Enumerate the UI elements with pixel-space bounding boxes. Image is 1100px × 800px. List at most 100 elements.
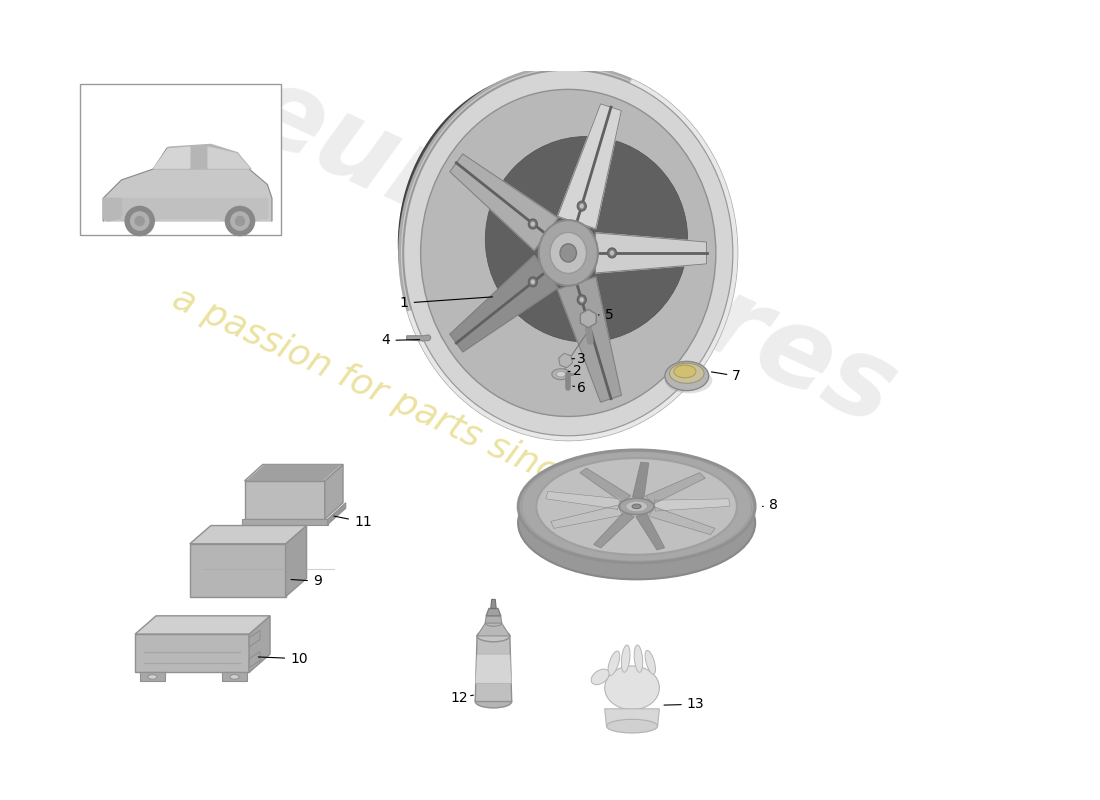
Ellipse shape [578,294,586,305]
Polygon shape [605,709,659,726]
Polygon shape [249,616,271,672]
Text: 6: 6 [573,381,586,395]
Polygon shape [450,255,558,352]
Polygon shape [208,147,249,168]
Polygon shape [153,145,251,169]
Ellipse shape [552,369,570,380]
Ellipse shape [580,297,584,302]
Text: 8: 8 [762,498,778,513]
Polygon shape [595,233,706,273]
Text: 9: 9 [292,574,322,588]
Ellipse shape [670,363,704,383]
Ellipse shape [664,362,708,390]
Ellipse shape [528,277,538,287]
Polygon shape [558,277,622,402]
Text: a passion for parts since 1985: a passion for parts since 1985 [167,281,676,542]
Polygon shape [491,599,496,609]
Polygon shape [475,636,512,702]
Ellipse shape [645,650,656,674]
Polygon shape [103,198,121,221]
Ellipse shape [606,719,658,733]
Polygon shape [407,335,430,341]
Ellipse shape [632,504,641,509]
Polygon shape [475,654,512,683]
Ellipse shape [537,458,737,554]
Ellipse shape [609,250,614,256]
Ellipse shape [399,66,737,440]
Polygon shape [594,512,634,548]
Text: 7: 7 [712,369,741,383]
Ellipse shape [485,620,502,626]
Polygon shape [324,465,343,519]
Ellipse shape [518,466,756,579]
Polygon shape [486,609,500,616]
Ellipse shape [475,695,512,708]
Polygon shape [632,462,649,498]
Text: 10: 10 [258,652,308,666]
Text: 2: 2 [569,365,582,378]
Polygon shape [135,616,271,634]
Ellipse shape [560,244,576,262]
Polygon shape [121,198,267,218]
Polygon shape [450,154,558,250]
Ellipse shape [580,203,584,209]
Text: 4: 4 [382,334,419,347]
Polygon shape [154,147,190,168]
Ellipse shape [626,501,648,512]
Polygon shape [249,630,260,647]
Circle shape [131,212,149,230]
Text: 5: 5 [598,308,614,322]
Polygon shape [249,651,260,668]
Ellipse shape [530,222,535,226]
Ellipse shape [578,201,586,211]
Ellipse shape [664,368,713,394]
Polygon shape [485,616,502,623]
Circle shape [226,206,254,235]
Circle shape [135,217,144,226]
Text: 1: 1 [399,296,493,310]
Polygon shape [190,544,286,597]
Ellipse shape [605,666,659,710]
Ellipse shape [621,645,630,672]
Ellipse shape [230,674,239,679]
Ellipse shape [420,90,716,417]
Polygon shape [244,481,324,519]
Text: 13: 13 [664,698,704,711]
Circle shape [235,217,244,226]
Polygon shape [654,498,729,511]
Polygon shape [477,623,510,636]
Ellipse shape [518,450,756,563]
Polygon shape [646,473,705,504]
Ellipse shape [619,498,653,514]
Ellipse shape [485,137,688,342]
Ellipse shape [147,674,157,679]
Polygon shape [546,491,620,510]
Ellipse shape [550,233,586,274]
Circle shape [231,212,249,230]
Ellipse shape [608,651,619,675]
Ellipse shape [539,220,598,286]
Polygon shape [558,104,622,229]
Polygon shape [140,672,165,682]
Ellipse shape [404,70,734,436]
Ellipse shape [607,248,617,258]
Ellipse shape [477,630,510,642]
Polygon shape [636,514,664,550]
Ellipse shape [530,279,535,285]
Polygon shape [222,672,248,682]
Circle shape [125,206,154,235]
Text: 3: 3 [572,352,586,366]
Polygon shape [551,506,623,528]
Ellipse shape [635,645,642,672]
Text: 11: 11 [334,515,372,529]
Ellipse shape [557,371,565,377]
Polygon shape [190,526,307,544]
Polygon shape [286,526,307,597]
Ellipse shape [674,365,696,378]
Ellipse shape [591,669,609,685]
Polygon shape [135,634,249,672]
Ellipse shape [528,219,538,229]
Text: 12: 12 [450,691,473,705]
Polygon shape [242,519,328,525]
Polygon shape [246,465,341,481]
